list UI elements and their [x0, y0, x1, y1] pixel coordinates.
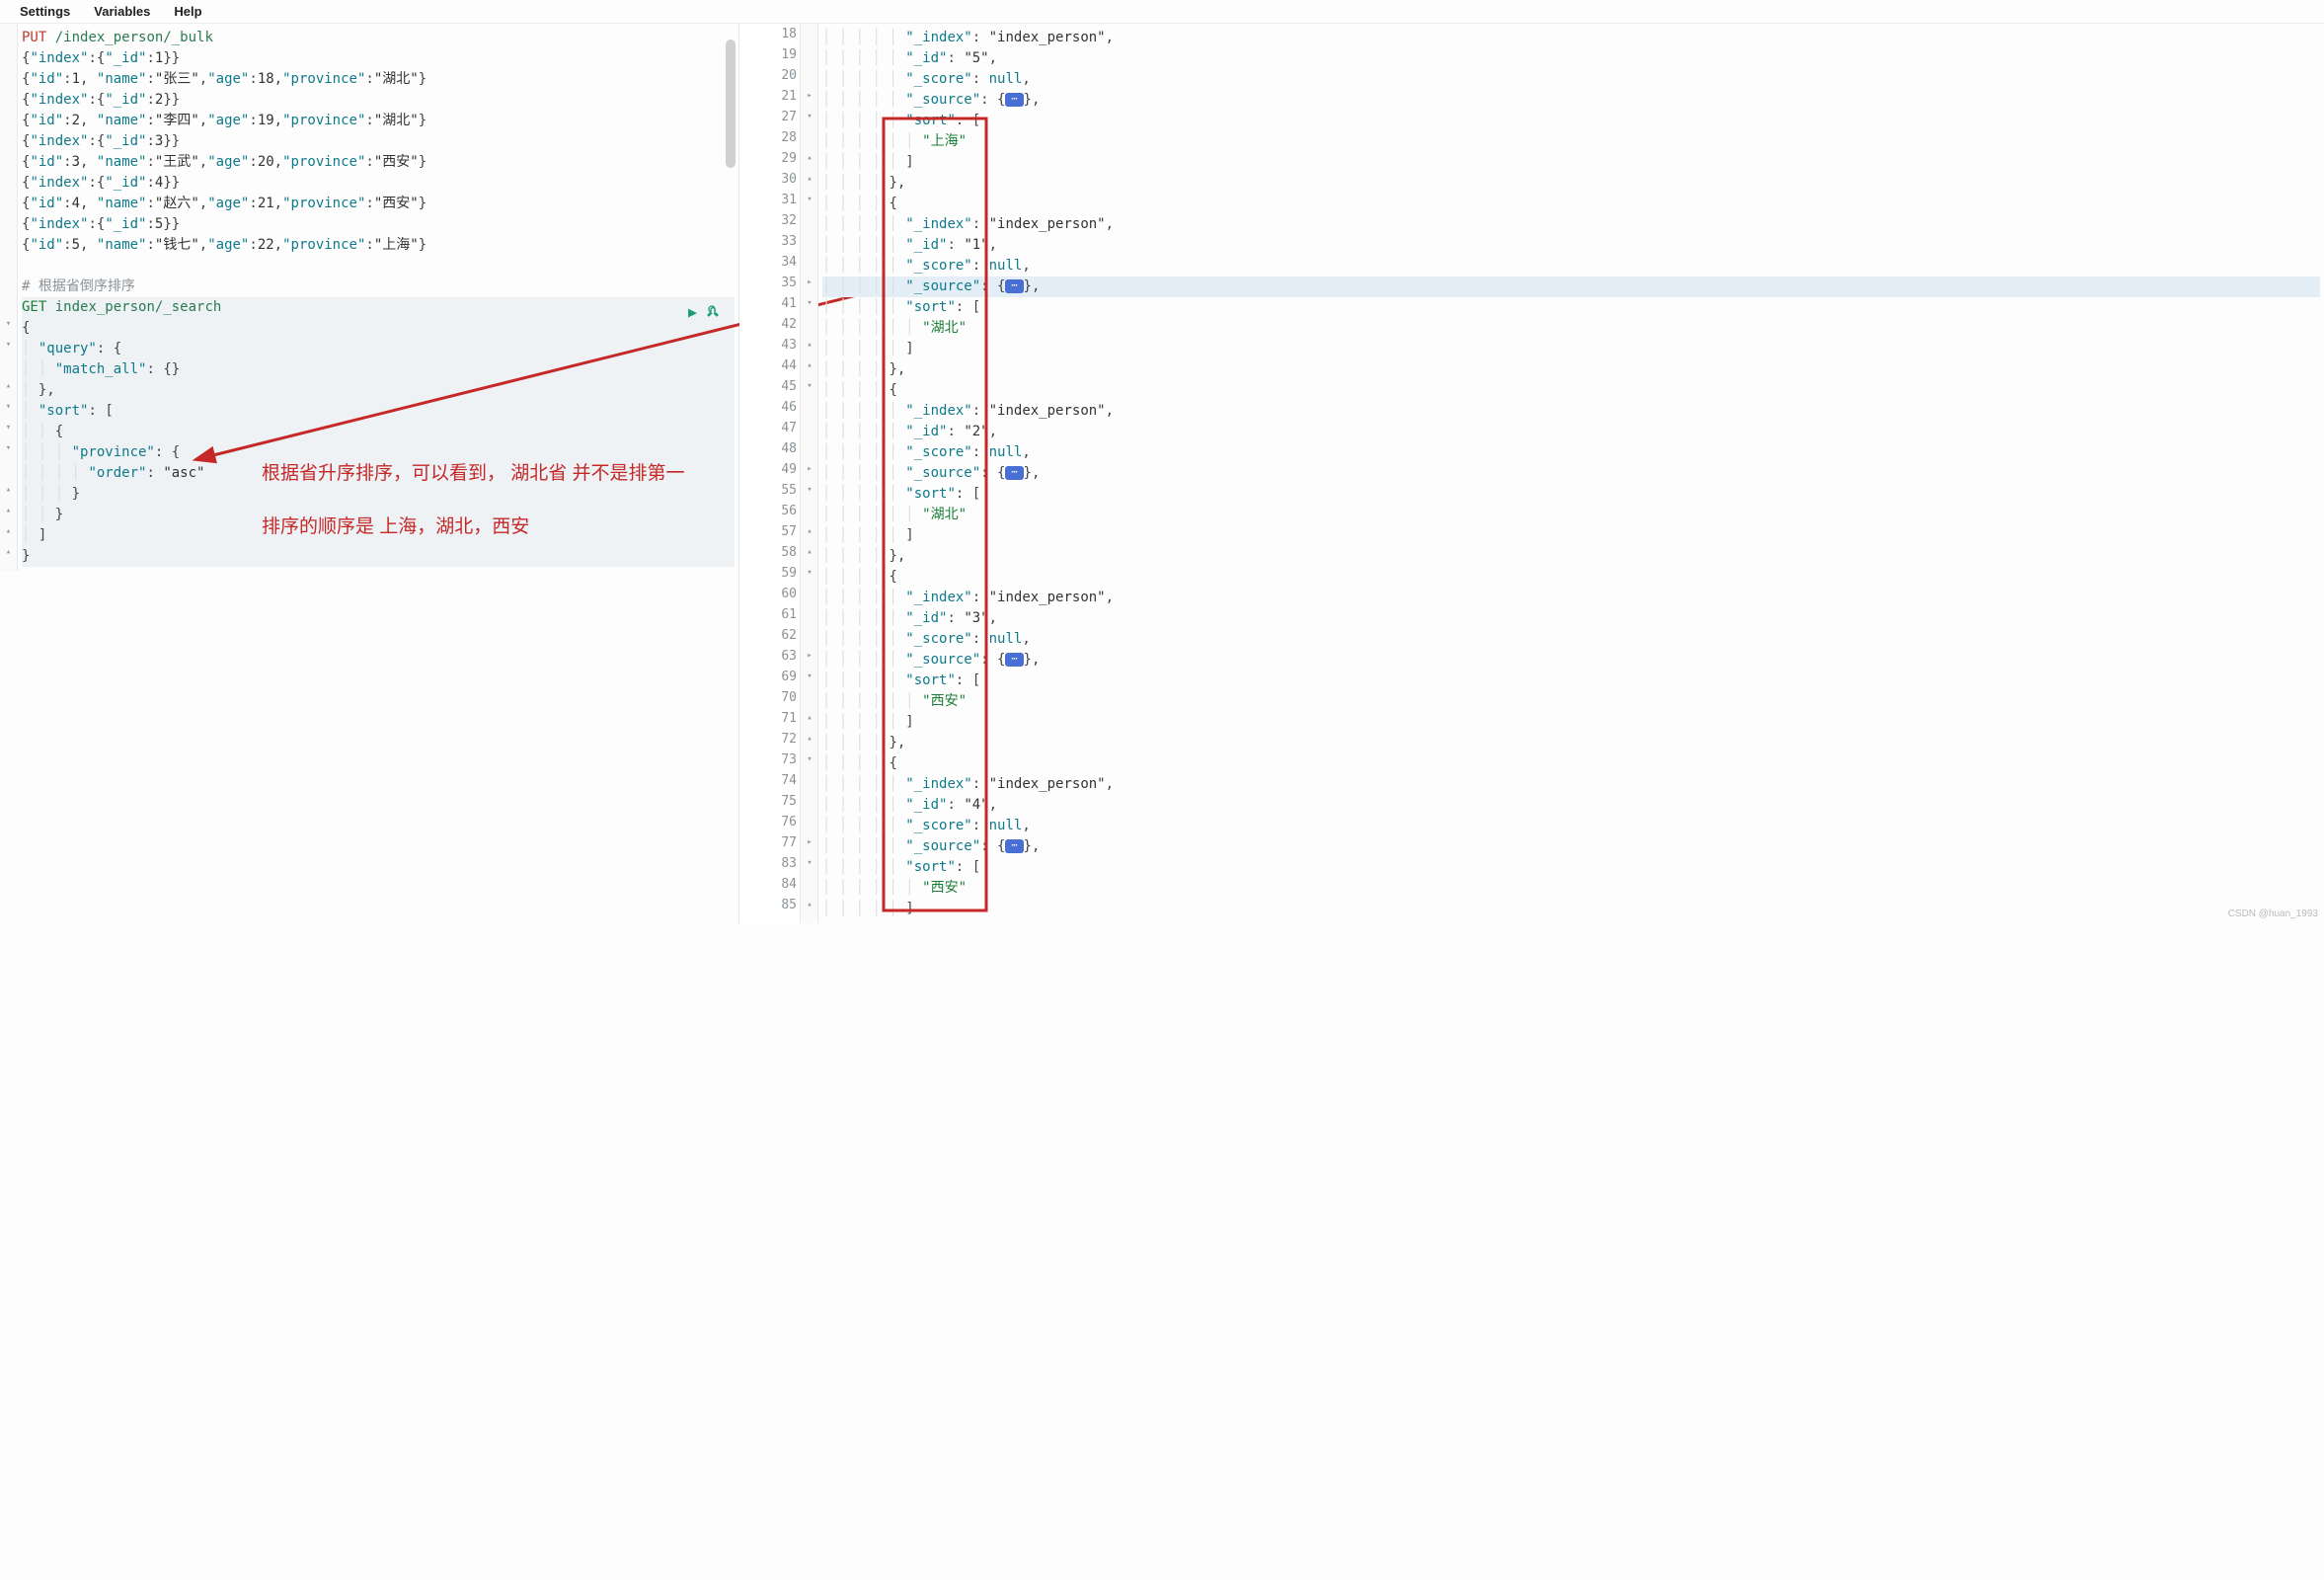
- right-fold-gutter: ▸▾▴▴▾▸▾▴▴▾▸▾▴▴▾▸▾▴▴▾▸▾▴: [801, 24, 818, 923]
- annotation-2: 排序的顺序是 上海，湖北，西安: [262, 512, 529, 538]
- annotation-1: 根据省升序排序，可以看到， 湖北省 并不是排第一: [262, 458, 685, 485]
- right-line-numbers: 1819202127282930313233343541424344454647…: [739, 24, 801, 923]
- run-query-icons: ▶: [688, 303, 721, 323]
- play-icon[interactable]: ▶: [688, 303, 697, 323]
- response-pane: 1819202127282930313233343541424344454647…: [739, 24, 2324, 923]
- request-editor-pane: ▾▾▴▾▾▾▴▴▴▴ PUT /index_person/_bulk{"inde…: [0, 24, 739, 923]
- scrollbar-thumb[interactable]: [726, 40, 736, 168]
- response-viewer[interactable]: │ │ │ │ │ "_index": "index_person",│ │ │…: [818, 24, 2324, 923]
- request-editor[interactable]: PUT /index_person/_bulk{"index":{"_id":1…: [18, 24, 738, 571]
- menu-bar: Settings Variables Help: [0, 0, 2324, 24]
- watermark: CSDN @huan_1993: [2228, 908, 2318, 919]
- left-gutter: ▾▾▴▾▾▾▴▴▴▴: [0, 24, 18, 571]
- wrench-icon[interactable]: [705, 303, 721, 323]
- menu-variables[interactable]: Variables: [94, 4, 150, 19]
- menu-settings[interactable]: Settings: [20, 4, 70, 19]
- menu-help[interactable]: Help: [174, 4, 201, 19]
